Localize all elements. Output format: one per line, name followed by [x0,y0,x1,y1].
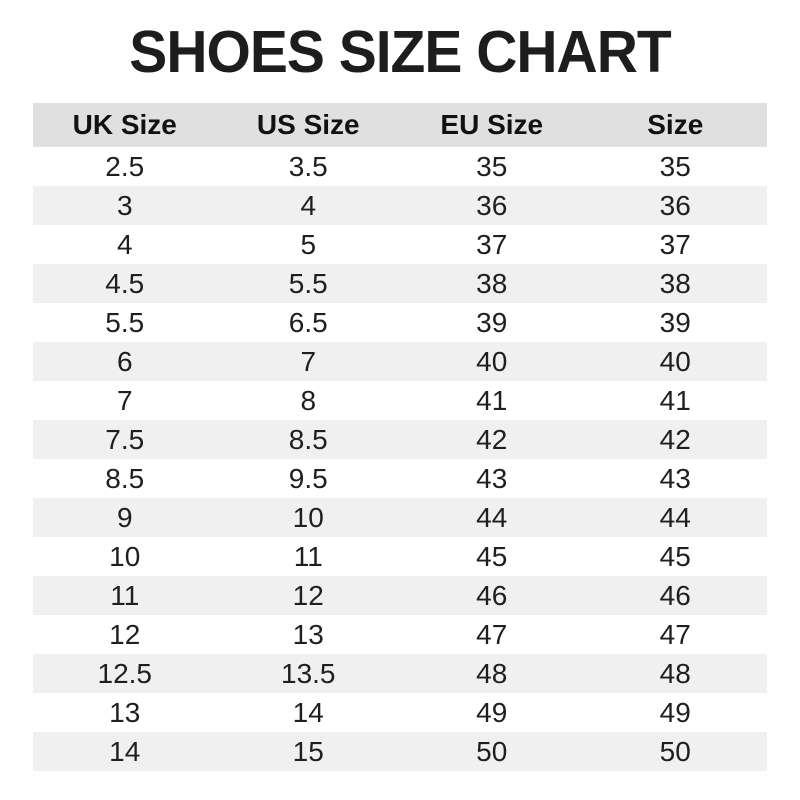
table-cell: 9 [116,501,133,533]
table-cell: 14 [109,735,141,767]
table-header-cell: UK Size [33,103,217,147]
table-cell: 4 [300,189,317,221]
table-cell: 40 [476,345,508,377]
table-cell: 45 [476,540,508,572]
table-cell: 47 [476,618,508,650]
table-cell: 4 [116,228,133,260]
table-body: 2.5 3.5 35 35 3 4 36 36 4 5 37 37 4.5 5.5 38 38 5.5 6.5 39… [33,147,767,771]
table-cell: 46 [659,579,691,611]
table-cell: 13 [109,696,141,728]
table-cell: 48 [659,657,691,689]
table-cell: 35 [659,150,691,182]
table-row: 6 7 40 40 [33,342,767,381]
table-row: 7 8 41 41 [33,381,767,420]
table-header: UK Size US Size EU Size Size [33,103,767,147]
table-cell: 7 [116,384,133,416]
table-row: 12.5 13.5 48 48 [33,654,767,693]
table-cell: 6.5 [288,306,328,338]
table-row: 13 14 49 49 [33,693,767,732]
table-cell: 49 [476,696,508,728]
table-row: 4.5 5.5 38 38 [33,264,767,303]
table-cell: 43 [476,462,508,494]
table-cell: 44 [476,501,508,533]
table-header-cell: EU Size [400,103,584,147]
table-cell: 35 [476,150,508,182]
table-cell: 3 [116,189,133,221]
table-cell: 39 [476,306,508,338]
table-row: 12 13 47 47 [33,615,767,654]
table-cell: 15 [292,735,324,767]
size-chart-table: UK Size US Size EU Size Size 2.5 3.5 35 35 3 4 36… [33,103,767,771]
table-row: 14 15 50 50 [33,732,767,771]
table-cell: 38 [476,267,508,299]
table-cell: 37 [659,228,691,260]
table-row: 10 11 45 45 [33,537,767,576]
table-cell: 12 [292,579,324,611]
table-cell: 9.5 [288,462,328,494]
table-cell: 8.5 [288,423,328,455]
table-row: 11 12 46 46 [33,576,767,615]
table-cell: 6 [116,345,133,377]
table-cell: 13.5 [281,657,336,689]
table-cell: 14 [292,696,324,728]
table-cell: 38 [659,267,691,299]
table-header-cell: Size [583,103,767,147]
table-cell: 50 [659,735,691,767]
table-cell: 50 [476,735,508,767]
table-row: 5.5 6.5 39 39 [33,303,767,342]
table-cell: 48 [476,657,508,689]
table-cell: 4.5 [105,267,145,299]
table-cell: 5 [300,228,317,260]
table-cell: 49 [659,696,691,728]
table-cell: 5.5 [288,267,328,299]
table-cell: 5.5 [105,306,145,338]
table-cell: 11 [110,579,140,611]
table-cell: 41 [476,384,508,416]
table-cell: 2.5 [105,150,145,182]
table-cell: 36 [476,189,508,221]
table-cell: 11 [293,540,323,572]
table-cell: 3.5 [288,150,328,182]
table-cell: 10 [109,540,141,572]
table-row: 2.5 3.5 35 35 [33,147,767,186]
table-cell: 37 [476,228,508,260]
table-row: 3 4 36 36 [33,186,767,225]
table-header-cell: US Size [216,103,400,147]
table-cell: 8.5 [105,462,145,494]
table-cell: 13 [292,618,324,650]
table-cell: 42 [659,423,691,455]
table-cell: 8 [300,384,317,416]
table-row: 4 5 37 37 [33,225,767,264]
table-cell: 44 [659,501,691,533]
table-cell: 47 [659,618,691,650]
table-row: 7.5 8.5 42 42 [33,420,767,459]
table-cell: 43 [659,462,691,494]
table-cell: 45 [659,540,691,572]
table-row: 9 10 44 44 [33,498,767,537]
table-cell: 7 [300,345,317,377]
table-cell: 7.5 [105,423,145,455]
table-cell: 39 [659,306,691,338]
table-row: 8.5 9.5 43 43 [33,459,767,498]
table-cell: 10 [292,501,324,533]
table-cell: 36 [659,189,691,221]
table-cell: 46 [476,579,508,611]
table-cell: 12.5 [97,657,153,689]
table-cell: 41 [659,384,691,416]
table-cell: 12 [109,618,141,650]
table-header-row: UK Size US Size EU Size Size [33,103,767,147]
page-title: SHOES SIZE CHART [129,18,671,86]
table-cell: 40 [659,345,691,377]
table-cell: 42 [476,423,508,455]
